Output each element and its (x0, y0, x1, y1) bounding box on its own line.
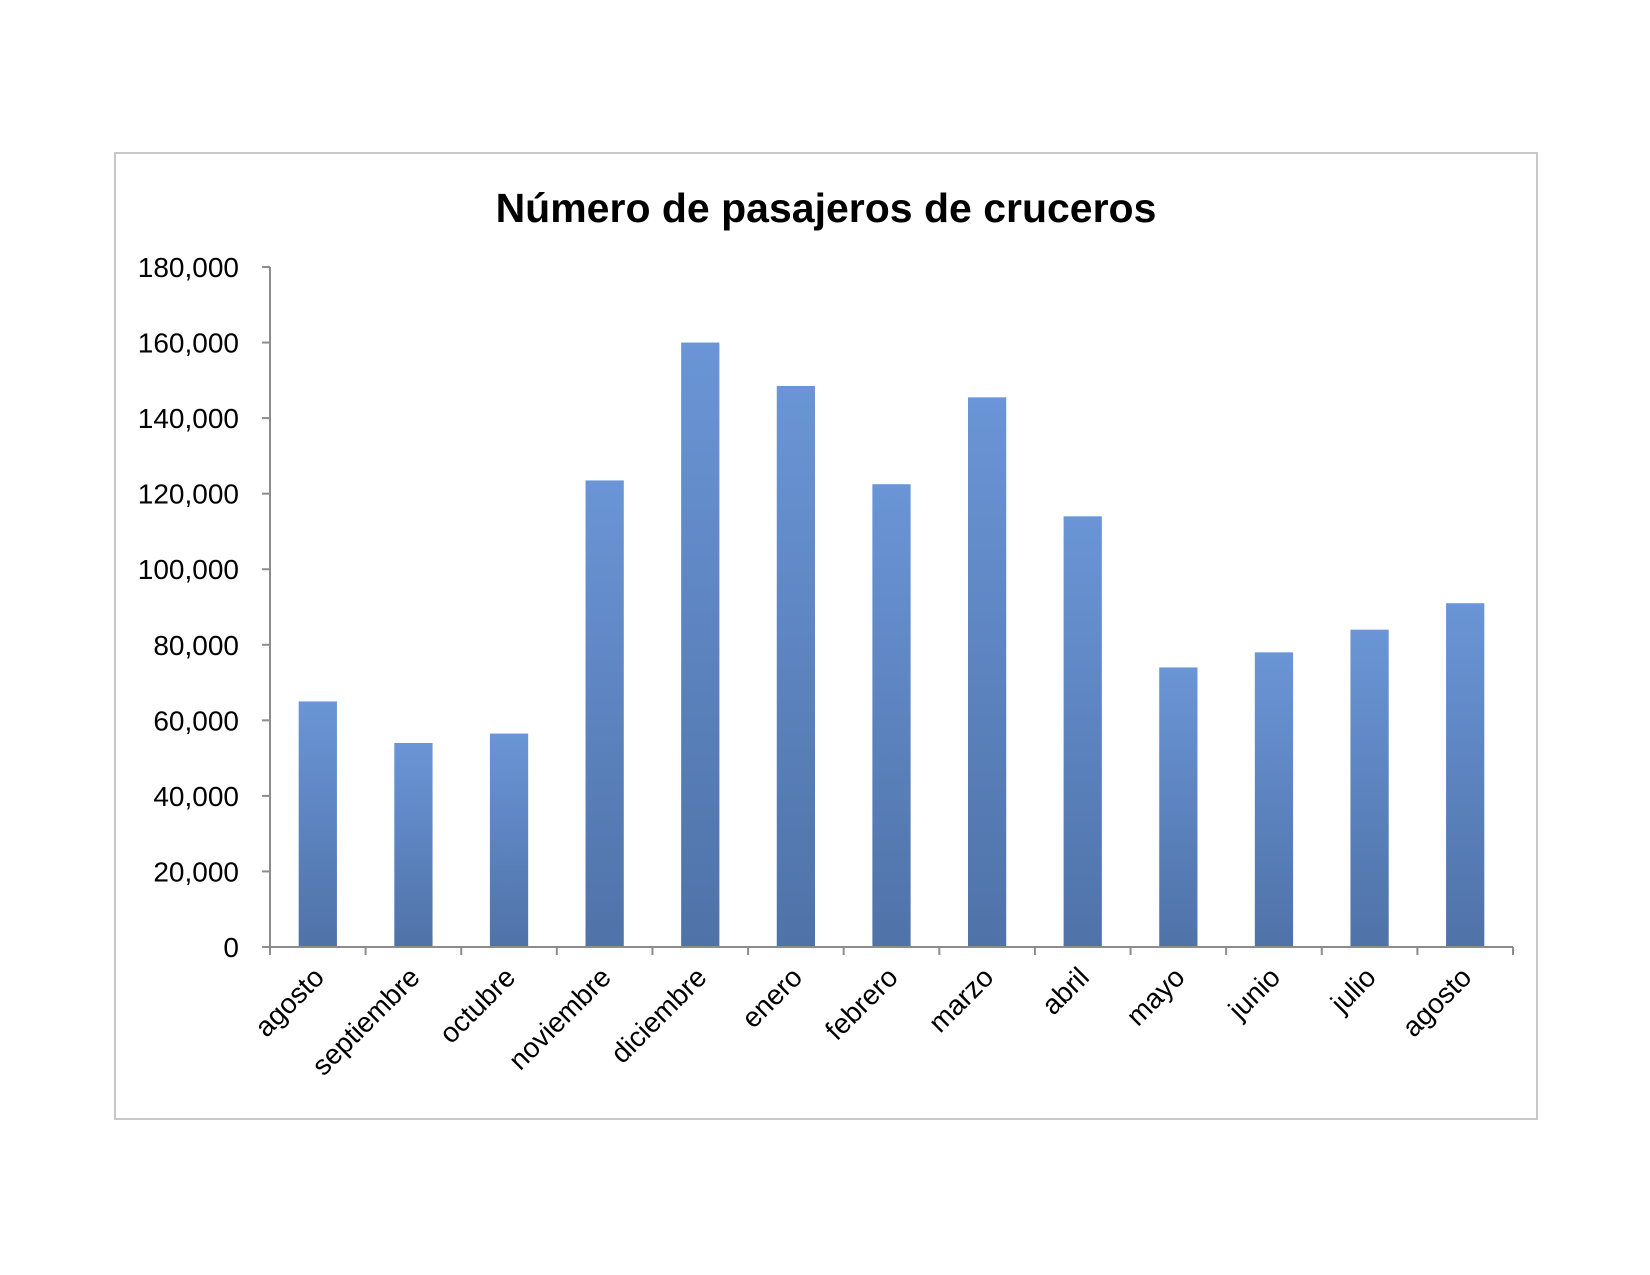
y-tick-label: 20,000 (153, 856, 239, 887)
x-category-label: enero (736, 961, 809, 1034)
x-category-label: octubre (433, 961, 521, 1049)
bar-agosto-12 (1446, 603, 1485, 947)
bar-enero-5 (776, 386, 816, 947)
x-category-label: agosto (249, 961, 330, 1042)
chart-title: Número de pasajeros de cruceros (496, 185, 1157, 231)
bar-septiembre-1 (394, 743, 433, 947)
x-category-label: mayo (1120, 961, 1190, 1031)
bar-diciembre-4 (681, 342, 720, 947)
x-category-label: diciembre (605, 961, 713, 1069)
y-tick-label: 180,000 (138, 252, 239, 283)
y-axis-ticks: 0 20,000 40,000 60,000 80,000 100,000 120,000 1… (138, 252, 270, 963)
y-tick-label: 60,000 (153, 705, 239, 736)
x-category-label: marzo (922, 961, 999, 1038)
bar-junio-10 (1254, 652, 1294, 947)
bar-abril-8 (1063, 516, 1102, 947)
x-category-label: julio (1324, 961, 1382, 1019)
bar-marzo-7 (967, 397, 1007, 947)
bar-octubre-2 (489, 733, 529, 947)
bar-mayo-9 (1159, 667, 1198, 947)
x-category-label: agosto (1396, 961, 1477, 1042)
chart-frame (114, 152, 1538, 1120)
x-category-label: junio (1222, 961, 1286, 1025)
bars-group (298, 342, 1485, 947)
y-tick-label: 140,000 (138, 403, 239, 434)
y-tick-label: 0 (223, 932, 239, 963)
bar-agosto-0 (298, 701, 337, 947)
y-tick-label: 40,000 (153, 781, 239, 812)
y-tick-label: 80,000 (153, 630, 239, 661)
bar-noviembre-3 (585, 480, 624, 947)
bar-febrero-6 (872, 484, 911, 947)
y-tick-label: 100,000 (138, 554, 239, 585)
x-category-label: noviembre (503, 961, 617, 1075)
x-category-label: abril (1036, 961, 1095, 1020)
y-tick-label: 160,000 (138, 328, 239, 359)
bar-julio-11 (1350, 629, 1389, 947)
y-tick-label: 120,000 (138, 479, 239, 510)
x-category-label: febrero (819, 961, 904, 1046)
